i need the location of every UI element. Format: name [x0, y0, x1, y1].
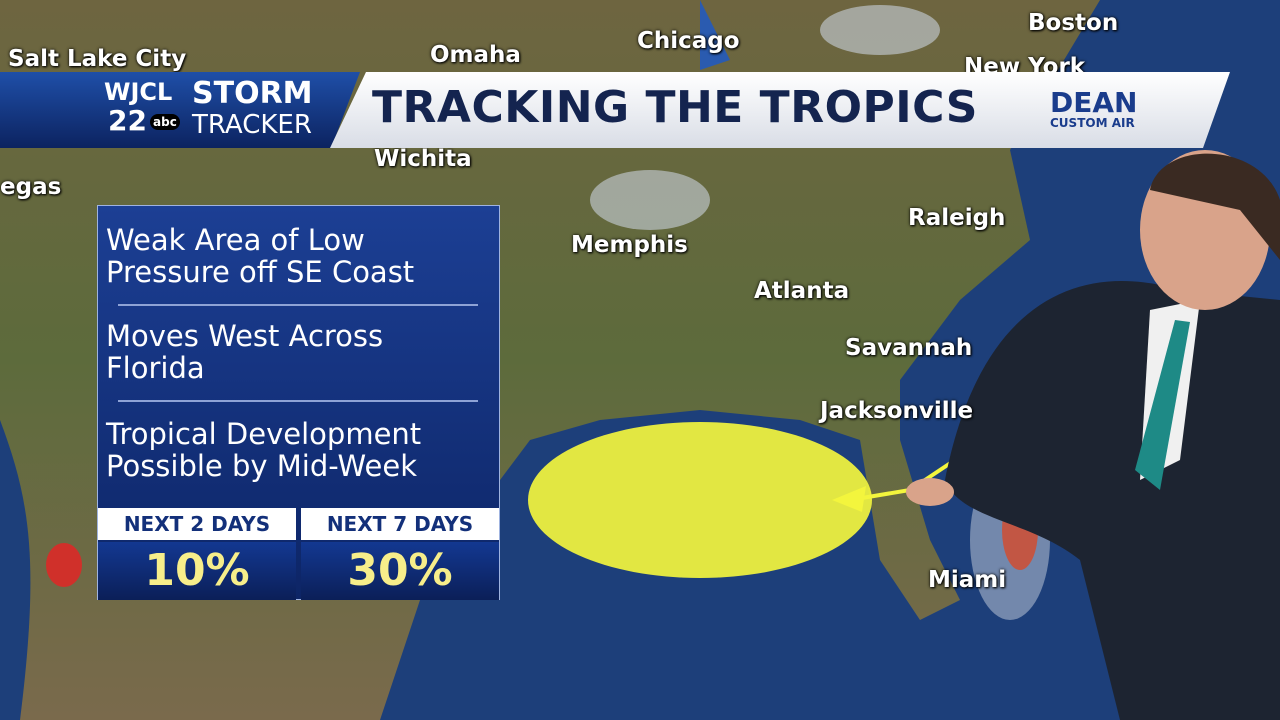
- title: TRACKING THE TROPICS: [372, 82, 978, 133]
- city-label: Miami: [928, 567, 1007, 593]
- city-label: egas: [0, 174, 62, 200]
- radar-cell: [46, 543, 82, 587]
- info-panel: Weak Area of Low Pressure off SE Coast Mov…: [97, 205, 500, 600]
- bullet-line: Weak Area of Low: [106, 223, 365, 257]
- sponsor: DEAN: [1050, 86, 1138, 119]
- presenter-hand: [906, 478, 954, 506]
- city-label: Omaha: [430, 42, 521, 68]
- sponsor-logo: DEAN CUSTOM AIR: [1018, 86, 1188, 134]
- outlook-period: NEXT 7 DAYS: [301, 508, 499, 540]
- brand-bottom: TRACKER: [192, 110, 312, 140]
- city-label: Boston: [1028, 10, 1119, 36]
- network: abc: [150, 114, 180, 130]
- bullet-line: Tropical Development: [106, 417, 422, 451]
- cloud: [820, 5, 940, 55]
- cloud: [590, 170, 710, 230]
- title-bar: [330, 72, 1230, 148]
- station-logo: WJCL 22 abc STORM TRACKER: [0, 72, 360, 148]
- sponsor-tagline: CUSTOM AIR: [1050, 116, 1135, 130]
- bullet: Moves West Across Florida: [106, 320, 383, 384]
- bullet-line: Moves West Across: [106, 319, 384, 353]
- brand-top: STORM: [192, 76, 313, 111]
- city-label: Jacksonville: [820, 398, 974, 424]
- bullet-line: Pressure off SE Coast: [106, 255, 415, 289]
- outlook-period: NEXT 2 DAYS: [98, 508, 296, 540]
- outlook-chance: 30%: [301, 542, 499, 600]
- presenter-suit: [945, 280, 1280, 720]
- city-label: Savannah: [845, 335, 973, 361]
- station-call: WJCL: [104, 78, 173, 106]
- lake: [700, 0, 730, 70]
- separator: [118, 304, 478, 306]
- city-label: Raleigh: [908, 205, 1006, 231]
- pacific: [0, 420, 31, 720]
- channel: 22: [108, 104, 147, 137]
- city-label: Chicago: [637, 28, 740, 54]
- city-label: Atlanta: [754, 278, 850, 304]
- development-area: [528, 422, 872, 578]
- bullet-line: Possible by Mid-Week: [106, 449, 418, 483]
- city-label: Salt Lake City: [8, 46, 187, 72]
- presenter-hair: [1150, 153, 1280, 260]
- bullet: Tropical Development Possible by Mid-Week: [106, 418, 421, 482]
- bullet: Weak Area of Low Pressure off SE Coast: [106, 224, 414, 288]
- separator: [118, 400, 478, 402]
- bullet-line: Florida: [106, 351, 205, 385]
- banner: WJCL 22 abc STORM TRACKER TRACKING THE T…: [0, 72, 1280, 148]
- arrow-head: [832, 486, 866, 512]
- presenter-tie: [1135, 320, 1190, 490]
- city-label: Wichita: [374, 146, 472, 172]
- outlook-chance: 10%: [98, 542, 296, 600]
- city-label: Memphis: [571, 232, 688, 258]
